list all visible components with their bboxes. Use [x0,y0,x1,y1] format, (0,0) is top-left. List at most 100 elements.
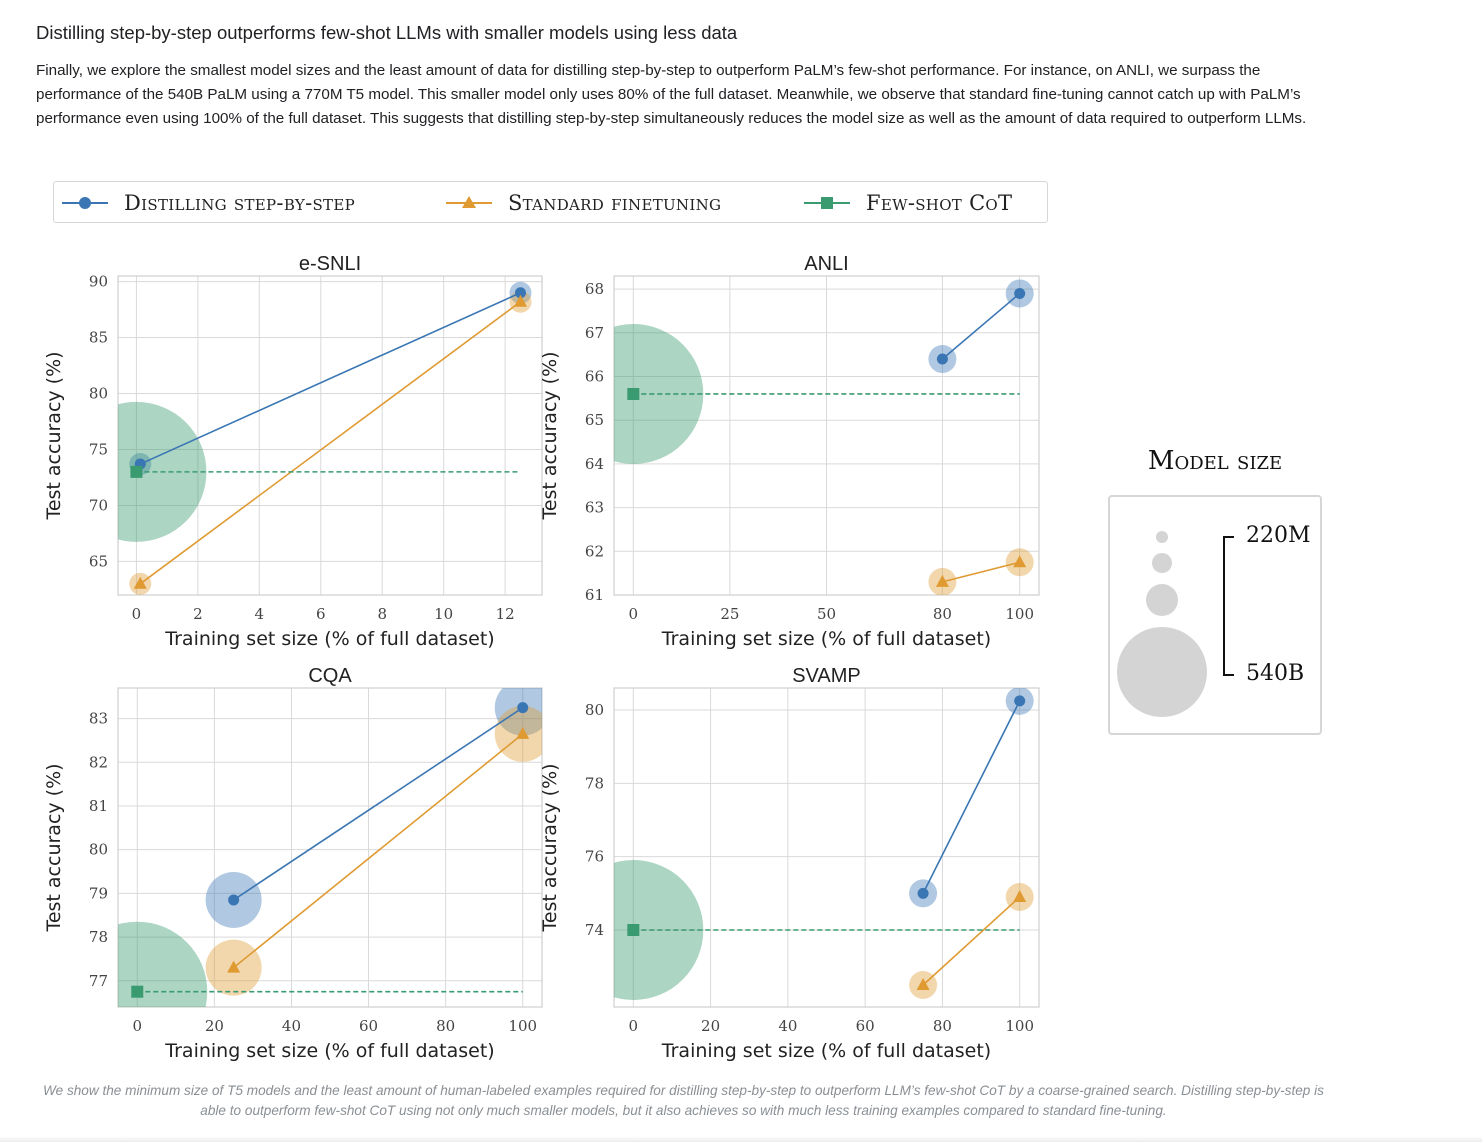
data-point-triangle [516,726,530,739]
footer-divider [0,1136,1482,1142]
y-tick-label: 75 [89,440,108,458]
legend-square-marker-icon [804,197,850,209]
chart-cqa: 0 20 40 60 80 100 77 78 79 80 81 82 83 CQA Training se… [43,665,543,1062]
x-tick-label: 40 [282,1017,301,1035]
plot-marks [614,688,1034,1000]
legend-triangle-marker-icon [446,196,492,208]
model-size-small-label: 220M [1246,523,1311,548]
x-tick-label: 80 [933,605,952,623]
y-tick-label: 64 [585,455,604,473]
y-axis-label: Test accuracy (%) [43,763,65,932]
y-tick-label: 70 [89,496,108,514]
y-tick-label: 80 [585,701,604,719]
y-tick-label: 90 [89,273,108,291]
bubble-size-2 [1152,553,1172,573]
x-tick-label: 25 [720,605,739,623]
series-line [942,561,1020,583]
data-point-circle [228,894,240,906]
plot-marks [614,279,1034,595]
y-tick-label: 62 [585,542,604,560]
legend-item-cot: Few-shot CoT [804,182,1012,224]
legend-circle-marker-icon [62,197,108,209]
x-tick-label: 100 [1005,1017,1034,1035]
series-line [941,292,1021,360]
y-tick-label: 66 [585,368,604,386]
x-tick-label: 20 [701,1017,720,1035]
series-line [233,706,524,901]
data-point-square [627,387,640,400]
y-tick-label: 85 [89,329,108,347]
bubble-size-4 [1117,627,1207,717]
x-tick-label: 100 [508,1017,537,1035]
plot-frame [613,687,1040,1008]
data-point-circle [936,353,948,365]
x-tick-label: 2 [193,605,203,623]
y-tick-label: 83 [89,710,108,728]
plot-frame [117,275,543,596]
x-tick-label: 4 [255,605,265,623]
chart-title: CQA [308,665,352,687]
size-bubble [494,688,542,736]
y-tick-label: 67 [585,324,604,342]
data-point-square [130,465,143,478]
data-point-triangle [916,978,930,990]
section-heading: Distilling step-by-step outperforms few-… [36,22,738,43]
x-tick-label: 6 [316,605,326,623]
x-tick-label: 10 [434,605,453,623]
series-line [139,301,521,585]
data-point-triangle [1013,555,1027,568]
y-tick-label: 74 [585,921,604,939]
x-tick-label: 12 [496,605,515,623]
bubble-size-3 [1146,584,1178,616]
y-tick-label: 80 [89,841,108,859]
data-point-circle [1014,287,1026,299]
chart-anli: 0 25 50 80 100 61 62 63 64 65 66 67 68 ANLI Training s… [539,253,1040,650]
data-point-triangle [133,576,147,589]
series-line [922,896,1021,986]
y-axis-label: Test accuracy (%) [43,351,65,520]
data-point-triangle [513,294,527,307]
series-line [139,292,521,465]
size-bubble [118,921,208,1007]
y-tick-label: 63 [585,499,604,517]
y-axis-label: Test accuracy (%) [539,763,561,932]
data-point-circle [517,702,529,714]
y-tick-label: 65 [585,411,604,429]
chart-esnli: 0 2 4 6 8 10 12 65 70 75 80 85 90 e-SNLI Training set … [43,253,543,650]
bubble-size-1 [1156,531,1168,543]
model-size-bubbles [1117,531,1234,717]
data-point-square [627,924,640,936]
x-axis-label: Training set size (% of full dataset) [661,628,991,650]
x-tick-label: 0 [629,605,639,623]
intro-paragraph: Finally, we explore the smallest model s… [36,62,1307,127]
y-tick-label: 61 [585,586,604,604]
data-point-circle [1014,695,1026,707]
y-tick-label: 82 [89,753,108,771]
y-tick-label: 68 [585,280,604,298]
x-tick-label: 8 [377,605,387,623]
data-point-circle [917,887,929,899]
x-tick-label: 0 [629,1017,639,1035]
plot-marks [118,688,542,1007]
x-tick-label: 20 [205,1017,224,1035]
chart-title: SVAMP [792,665,861,687]
series-line [922,700,1021,894]
x-tick-label: 50 [817,605,836,623]
x-tick-label: 60 [856,1017,875,1035]
y-axis-label: Test accuracy (%) [539,351,561,520]
model-size-legend: 220M 540B [1108,495,1322,735]
y-tick-label: 65 [89,552,108,570]
plot-frame [117,687,543,1008]
data-point-triangle [1013,890,1027,902]
legend-item-standard: Standard finetuning [446,182,721,224]
x-tick-label: 100 [1005,605,1034,623]
x-tick-label: 0 [132,605,142,623]
x-tick-label: 80 [933,1017,952,1035]
y-tick-label: 80 [89,385,108,403]
figure-caption: We show the minimum size of T5 models an… [43,1083,1324,1118]
data-point-triangle [227,960,241,973]
x-tick-label: 60 [359,1017,378,1035]
y-tick-label: 79 [89,884,108,902]
chart-svamp: 0 20 40 60 80 100 74 76 78 80 SVAMP Training set si… [539,665,1040,1062]
legend-label-cot: Few-shot CoT [866,191,1013,215]
